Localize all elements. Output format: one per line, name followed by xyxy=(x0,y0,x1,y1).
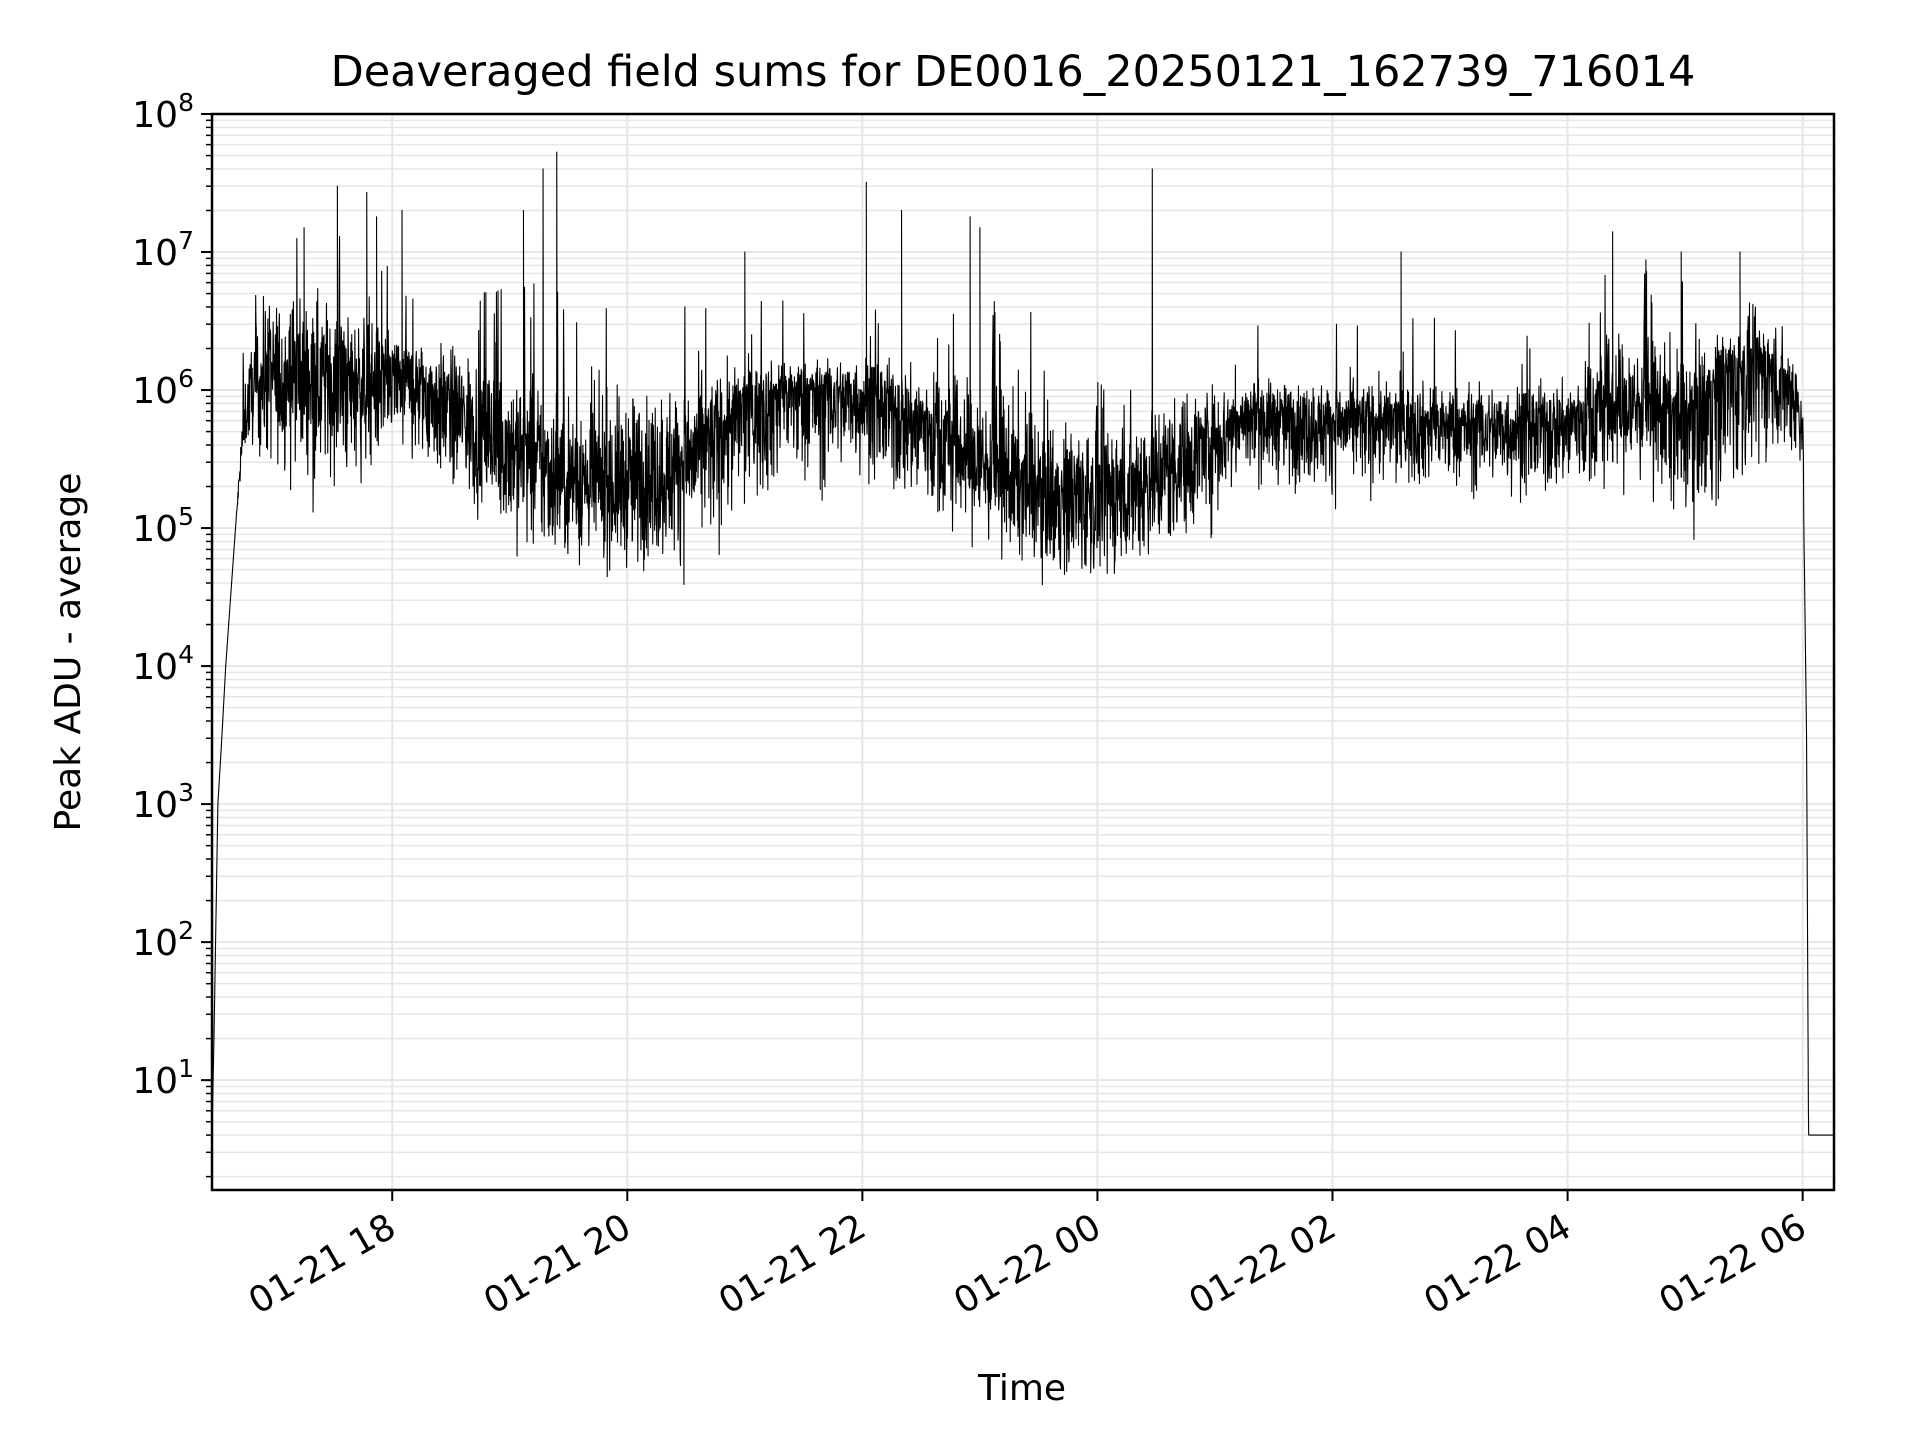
grid xyxy=(212,113,1834,1190)
x-tick-label: 01-22 02 xyxy=(1182,1206,1343,1322)
x-tick-label: 01-22 00 xyxy=(947,1206,1108,1322)
chart-title: Deaveraged field sums for DE0016_2025012… xyxy=(331,47,1696,97)
y-tick-label: 107 xyxy=(132,226,194,274)
x-axis-label: Time xyxy=(977,1368,1066,1409)
y-tick-label: 106 xyxy=(132,364,194,412)
y-axis-ticks: 101 102 103 104 105 106 107 108 xyxy=(132,88,212,1178)
y-tick-label: 104 xyxy=(132,640,194,688)
y-tick-label: 103 xyxy=(132,778,194,826)
y-axis-label: Peak ADU - average xyxy=(48,473,89,832)
x-tick-label: 01-21 22 xyxy=(712,1206,873,1322)
x-tick-label: 01-22 04 xyxy=(1417,1206,1578,1322)
y-tick-label: 108 xyxy=(132,88,194,136)
series-line xyxy=(212,151,1834,1136)
x-tick-label: 01-21 18 xyxy=(242,1206,403,1322)
series-path xyxy=(212,151,1834,1136)
x-axis-ticks: 01-21 18 01-21 20 01-21 22 01-22 00 01-22 02… xyxy=(242,1190,1813,1323)
y-tick-label: 101 xyxy=(132,1054,194,1102)
y-tick-label: 105 xyxy=(132,502,194,550)
y-tick-label: 102 xyxy=(132,916,194,964)
x-tick-label: 01-22 06 xyxy=(1652,1206,1813,1322)
x-tick-label: 01-21 20 xyxy=(477,1206,638,1322)
plot-frame xyxy=(210,112,1836,1192)
